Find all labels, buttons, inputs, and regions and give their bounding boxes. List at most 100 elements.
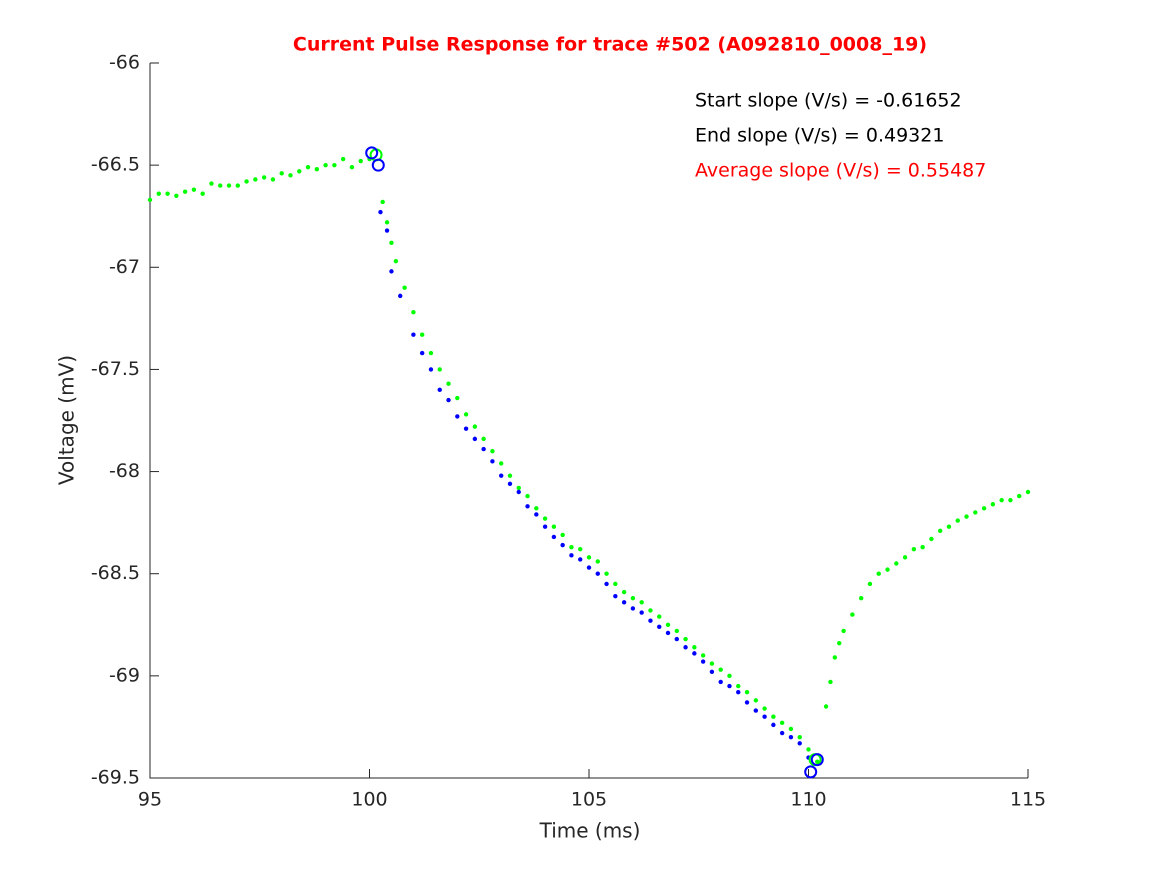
point xyxy=(797,741,802,746)
point xyxy=(850,612,855,617)
point xyxy=(911,547,917,552)
point xyxy=(999,497,1004,503)
y-tick-label: -69.5 xyxy=(91,767,140,789)
point xyxy=(876,571,881,576)
point xyxy=(499,473,504,478)
point xyxy=(534,506,539,511)
point xyxy=(253,177,258,182)
point xyxy=(218,183,223,188)
point xyxy=(323,162,328,168)
y-tick-label: -67 xyxy=(109,256,140,278)
y-axis-label: Voltage (mV) xyxy=(55,355,79,485)
point xyxy=(727,673,732,679)
point xyxy=(736,690,741,695)
point xyxy=(384,220,390,225)
point xyxy=(402,285,407,290)
point xyxy=(823,704,829,709)
annotation: Average slope (V/s) = 0.55487 xyxy=(695,160,986,182)
point xyxy=(578,557,583,562)
point xyxy=(428,350,434,356)
point xyxy=(358,158,363,164)
point xyxy=(674,628,679,634)
chart-title: Current Pulse Response for trace #502 (A… xyxy=(293,34,927,56)
point xyxy=(551,534,557,540)
point xyxy=(648,608,653,613)
point xyxy=(867,581,873,587)
point xyxy=(648,618,653,623)
point xyxy=(1017,493,1022,499)
point xyxy=(499,461,504,466)
point xyxy=(692,645,697,650)
y-tick-label: -68.5 xyxy=(91,562,140,584)
point xyxy=(753,708,759,713)
point xyxy=(718,679,723,685)
point xyxy=(832,655,838,660)
point xyxy=(314,167,320,172)
point xyxy=(174,193,179,198)
point xyxy=(560,542,565,548)
point xyxy=(727,683,732,689)
point xyxy=(463,412,469,417)
point xyxy=(779,730,785,736)
point xyxy=(437,387,442,393)
point xyxy=(490,459,495,464)
point xyxy=(398,293,403,299)
point xyxy=(332,162,337,168)
point xyxy=(235,183,240,188)
point xyxy=(472,424,478,429)
point xyxy=(560,532,565,538)
x-tick-label: 105 xyxy=(571,789,607,811)
point xyxy=(639,600,644,605)
point xyxy=(481,446,486,452)
point xyxy=(595,571,600,576)
point xyxy=(569,544,574,550)
point xyxy=(507,473,513,478)
point xyxy=(244,179,249,184)
point xyxy=(165,191,170,196)
point xyxy=(613,593,618,599)
point xyxy=(797,734,802,740)
point xyxy=(665,630,671,636)
point xyxy=(419,350,425,356)
point xyxy=(885,567,890,572)
point xyxy=(147,197,153,203)
point xyxy=(542,516,548,521)
point xyxy=(525,493,530,499)
point xyxy=(920,544,925,550)
point xyxy=(709,669,715,674)
point xyxy=(270,177,276,182)
point xyxy=(964,514,969,519)
point xyxy=(762,714,767,719)
point xyxy=(463,426,469,431)
x-tick-label: 95 xyxy=(138,789,162,811)
point xyxy=(516,489,521,495)
point xyxy=(700,659,706,664)
point xyxy=(806,747,811,752)
point xyxy=(621,600,627,605)
point xyxy=(419,332,425,337)
y-tick-label: -68 xyxy=(109,460,140,482)
point xyxy=(990,502,996,507)
point xyxy=(411,310,416,315)
point xyxy=(736,683,741,689)
point xyxy=(938,528,943,534)
point xyxy=(446,381,451,386)
point xyxy=(753,698,759,703)
point xyxy=(209,181,214,186)
point xyxy=(665,622,671,627)
point xyxy=(191,187,197,192)
point xyxy=(297,169,302,174)
point xyxy=(894,561,899,566)
x-tick-label: 100 xyxy=(351,789,387,811)
point xyxy=(788,726,794,732)
point xyxy=(507,481,513,487)
point xyxy=(586,565,592,570)
point xyxy=(279,171,284,176)
point xyxy=(516,485,521,491)
point xyxy=(595,559,600,564)
point xyxy=(837,640,842,646)
point xyxy=(305,164,311,170)
point xyxy=(630,596,636,601)
point xyxy=(744,690,750,695)
